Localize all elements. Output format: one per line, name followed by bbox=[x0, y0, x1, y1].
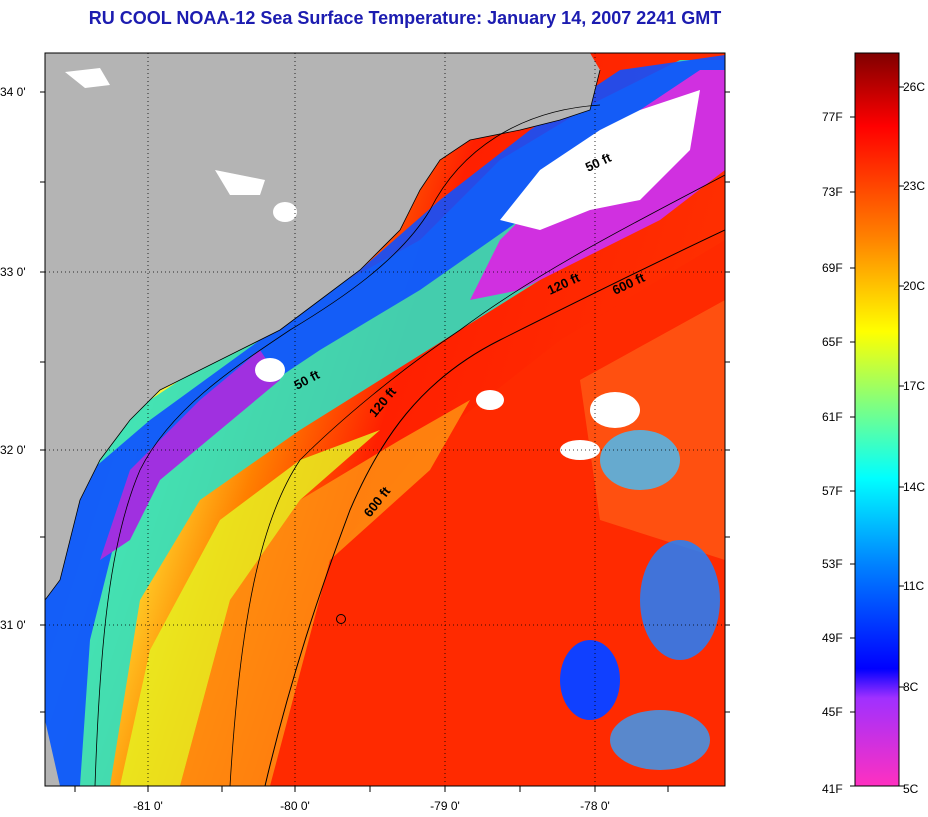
lon-label: -78 0' bbox=[580, 799, 610, 813]
coastal-purple-south bbox=[100, 350, 280, 560]
transition-band bbox=[180, 400, 470, 786]
cold-patch bbox=[610, 710, 710, 770]
map-frame bbox=[44, 52, 726, 787]
inland-lake bbox=[215, 170, 265, 195]
lat-label: 32 0' bbox=[0, 443, 26, 457]
inland-lake bbox=[65, 68, 110, 88]
lat-label: 34 0' bbox=[0, 85, 26, 99]
cloud-patch bbox=[476, 390, 504, 410]
cloud-patch bbox=[560, 440, 600, 460]
lon-label: -79 0' bbox=[430, 799, 460, 813]
map-image bbox=[45, 53, 725, 786]
lat-label: 31 0' bbox=[0, 618, 26, 632]
contour-600ft bbox=[264, 229, 725, 786]
cloud-north bbox=[500, 90, 700, 230]
map-title: RU COOL NOAA-12 Sea Surface Temperature:… bbox=[88, 8, 722, 28]
axis-ticks bbox=[40, 91, 730, 792]
land-area bbox=[45, 53, 600, 600]
warm-eddy bbox=[580, 300, 725, 560]
lon-label: -81 0' bbox=[133, 799, 163, 813]
contour-50ft bbox=[94, 104, 601, 786]
lon-label: -80 0' bbox=[280, 799, 310, 813]
lat-label: 33 0' bbox=[0, 265, 26, 279]
cold-patch bbox=[600, 430, 680, 490]
land-area-south bbox=[45, 720, 60, 786]
map-grid bbox=[45, 53, 725, 786]
shelf-yellow bbox=[120, 430, 380, 786]
cloud-patch bbox=[590, 392, 640, 428]
cloud-patch bbox=[255, 358, 285, 382]
cold-patch bbox=[560, 640, 620, 720]
station-marker bbox=[336, 614, 346, 624]
inland-lake bbox=[273, 202, 297, 222]
cold-patch bbox=[640, 540, 720, 660]
contour-120ft bbox=[229, 174, 725, 786]
coastline bbox=[45, 69, 601, 601]
